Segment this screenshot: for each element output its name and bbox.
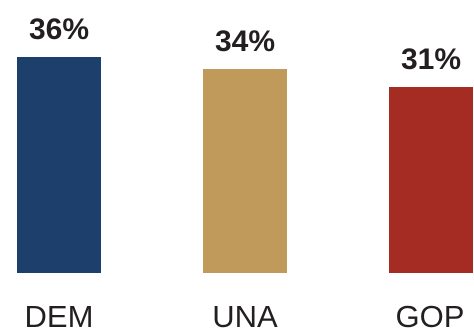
category-label-una: UNA — [212, 299, 278, 334]
value-label-una: 34% — [215, 25, 275, 58]
bar-gop — [389, 87, 473, 273]
value-label-gop: 31% — [401, 43, 461, 76]
value-labels-group: 36% 34% 31% — [29, 13, 461, 76]
bars-group — [17, 57, 473, 273]
category-label-gop: GOP — [396, 299, 465, 334]
value-label-dem: 36% — [29, 13, 89, 46]
category-labels-group: DEM UNA GOP — [25, 299, 465, 334]
bar-una — [203, 69, 287, 273]
bar-dem — [17, 57, 101, 273]
category-label-dem: DEM — [25, 299, 94, 334]
